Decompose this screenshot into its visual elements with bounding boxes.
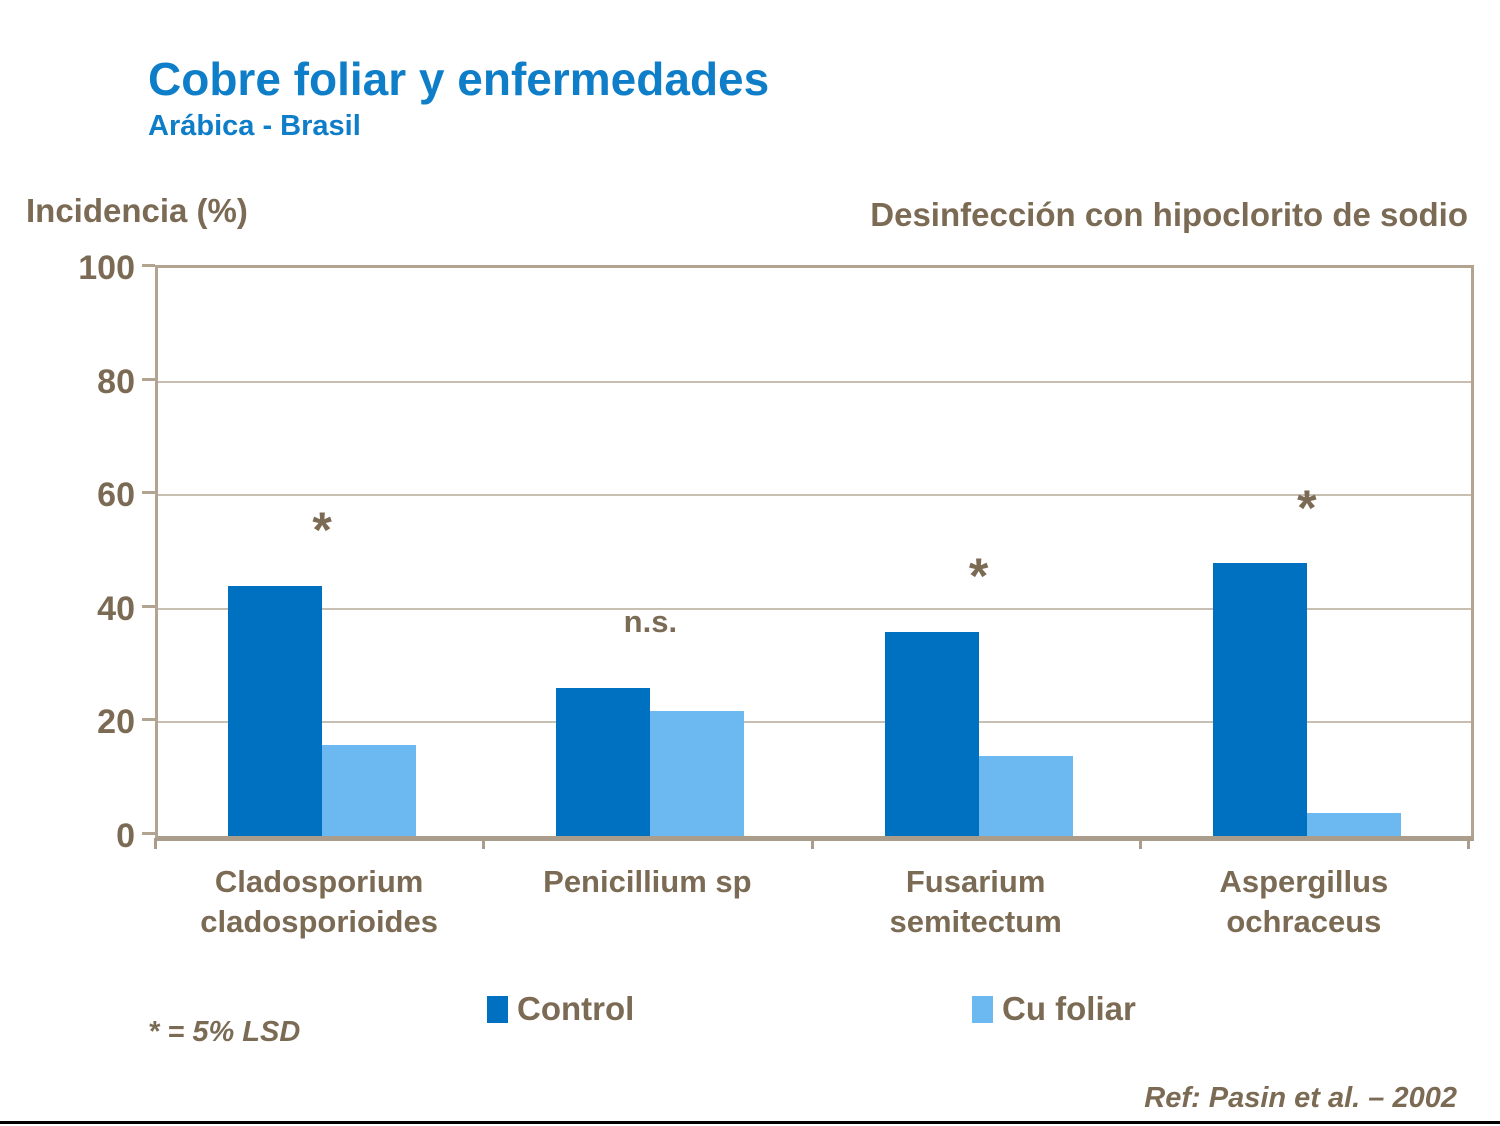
category-label-4: Aspergillus ochraceus <box>1219 864 1389 940</box>
bar-cu-foliar-3 <box>978 756 1073 836</box>
bar-control-4 <box>1212 563 1307 836</box>
legend-label-cu-foliar: Cu foliar <box>1002 990 1136 1027</box>
y-axis-title: Incidencia (%) <box>26 192 248 229</box>
page-subtitle: Arábica - Brasil <box>148 110 361 142</box>
significance-label-4: * <box>1297 479 1317 536</box>
category-label-2: Penicillium sp <box>543 864 752 899</box>
significance-label-3: * <box>968 547 989 604</box>
x-tick-mark-3 <box>1138 838 1142 849</box>
significance-label-2: n.s. <box>623 604 678 640</box>
gridline-60 <box>158 494 1471 497</box>
chart-subtitle-right: Desinfección con hipoclorito de sodio <box>870 196 1468 233</box>
y-tick-label-0: 0 <box>116 817 135 855</box>
gridline-20 <box>158 721 1471 724</box>
category-label-1: Cladosporium cladosporioides <box>200 864 438 940</box>
legend-item-control: Control <box>487 990 634 1028</box>
gridline-80 <box>158 380 1471 383</box>
reference: Ref: Pasin et al. – 2002 <box>1144 1082 1457 1114</box>
x-tick-mark-2 <box>810 838 814 849</box>
category-label-3: Fusarium semitectum <box>889 864 1062 940</box>
legend-label-control: Control <box>517 990 635 1027</box>
x-tick-mark-0 <box>154 838 157 849</box>
y-tick-mark-80 <box>142 377 155 381</box>
x-tick-mark-1 <box>482 838 486 849</box>
plot-area: * n.s. * * <box>155 265 1474 841</box>
x-tick-mark-4 <box>1467 838 1470 849</box>
y-tick-mark-100 <box>142 264 155 267</box>
y-tick-mark-0 <box>142 832 155 835</box>
y-tick-mark-20 <box>142 718 155 722</box>
significance-label-1: * <box>312 502 332 559</box>
y-tick-label-60: 60 <box>97 476 135 515</box>
bar-cu-foliar-2 <box>650 711 745 836</box>
page-title: Cobre foliar y enfermedades <box>148 53 770 105</box>
legend-item-cu-foliar: Cu foliar <box>972 990 1136 1028</box>
y-tick-label-20: 20 <box>97 703 135 742</box>
legend-marker-control-icon <box>487 995 508 1023</box>
y-tick-label-40: 40 <box>97 589 135 628</box>
bottom-rule <box>0 1121 1500 1124</box>
bar-cu-foliar-4 <box>1306 813 1401 836</box>
y-tick-mark-60 <box>142 491 155 495</box>
footnote: * = 5% LSD <box>148 1016 301 1048</box>
bar-control-1 <box>228 586 323 836</box>
bar-control-2 <box>556 688 651 836</box>
y-tick-mark-40 <box>142 604 155 608</box>
y-tick-label-100: 100 <box>78 249 135 287</box>
legend-marker-cu-foliar-icon <box>972 995 993 1023</box>
bar-control-3 <box>884 631 979 836</box>
y-tick-label-80: 80 <box>97 362 135 401</box>
gridline-40 <box>158 607 1471 610</box>
bar-cu-foliar-1 <box>322 745 417 836</box>
